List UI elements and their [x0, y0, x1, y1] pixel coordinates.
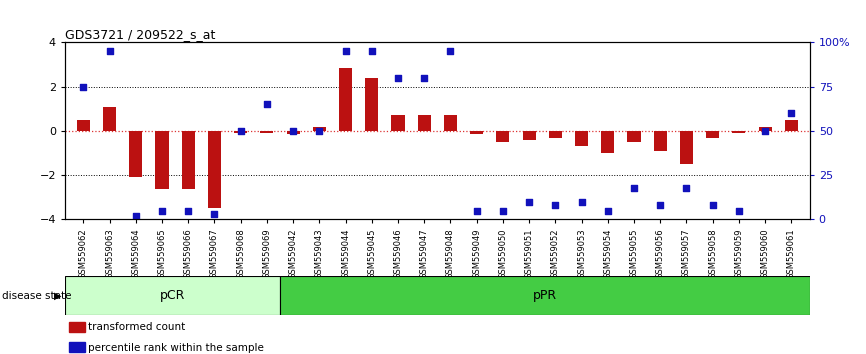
Point: [601, 208, 615, 213]
Text: percentile rank within the sample: percentile rank within the sample: [88, 343, 264, 353]
Bar: [234, 131, 247, 133]
Bar: [391, 115, 404, 131]
Point: [548, 202, 562, 208]
Bar: [654, 131, 667, 151]
Bar: [261, 131, 274, 133]
Text: pCR: pCR: [160, 289, 185, 302]
Bar: [77, 120, 90, 131]
Point: [496, 208, 510, 213]
Text: disease state: disease state: [2, 291, 71, 301]
Text: transformed count: transformed count: [88, 322, 185, 332]
Point: [653, 202, 667, 208]
FancyBboxPatch shape: [280, 276, 810, 315]
Point: [365, 48, 378, 54]
Bar: [444, 115, 457, 131]
Point: [522, 199, 536, 205]
Point: [627, 185, 641, 190]
Point: [417, 75, 431, 81]
Point: [785, 110, 798, 116]
Point: [129, 213, 143, 219]
Bar: [417, 115, 430, 131]
Text: pPR: pPR: [533, 289, 557, 302]
Point: [339, 48, 352, 54]
Bar: [470, 131, 483, 134]
Point: [759, 128, 772, 134]
Point: [575, 199, 589, 205]
Point: [76, 84, 90, 90]
Bar: [313, 127, 326, 131]
Point: [469, 208, 483, 213]
Bar: [208, 131, 221, 209]
FancyBboxPatch shape: [65, 276, 280, 315]
Point: [102, 48, 116, 54]
Bar: [155, 131, 169, 188]
Text: ▶: ▶: [54, 291, 61, 301]
Bar: [628, 131, 641, 142]
Bar: [496, 131, 509, 142]
Bar: [103, 107, 116, 131]
Bar: [733, 131, 746, 133]
Bar: [549, 131, 562, 138]
Bar: [706, 131, 720, 138]
Bar: [759, 127, 772, 131]
Point: [732, 208, 746, 213]
Point: [234, 128, 248, 134]
Text: GDS3721 / 209522_s_at: GDS3721 / 209522_s_at: [65, 28, 216, 41]
Bar: [680, 131, 693, 164]
Bar: [287, 131, 300, 134]
Bar: [785, 120, 798, 131]
Bar: [365, 78, 378, 131]
Bar: [601, 131, 614, 153]
Point: [286, 128, 300, 134]
Bar: [182, 131, 195, 188]
Point: [680, 185, 694, 190]
Point: [706, 202, 720, 208]
Point: [208, 211, 222, 217]
Bar: [575, 131, 588, 147]
Point: [443, 48, 457, 54]
Point: [155, 208, 169, 213]
Point: [181, 208, 195, 213]
Point: [260, 102, 274, 107]
Point: [391, 75, 405, 81]
Bar: [129, 131, 142, 177]
Bar: [522, 131, 536, 140]
Bar: [339, 68, 352, 131]
Point: [313, 128, 326, 134]
